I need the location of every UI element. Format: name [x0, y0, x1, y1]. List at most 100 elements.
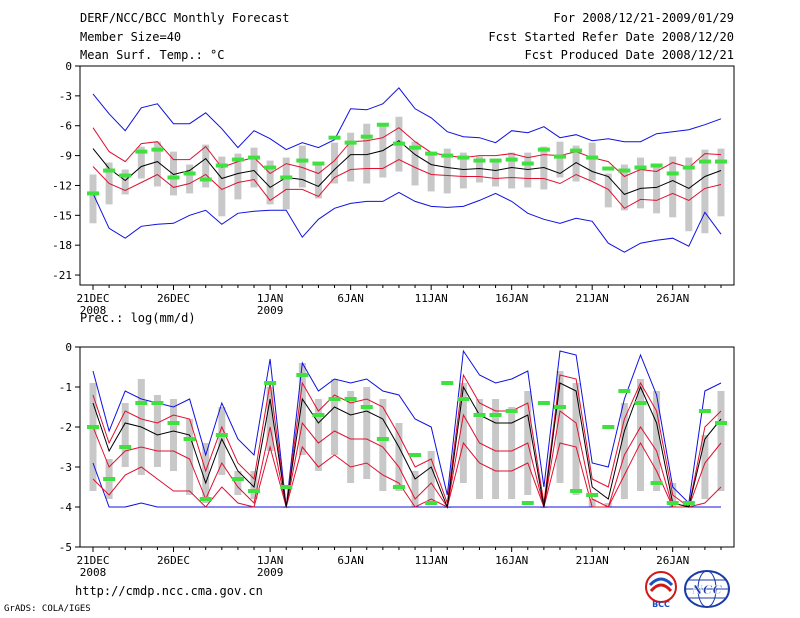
- climatology-marker: [215, 433, 228, 437]
- climatology-marker: [87, 425, 99, 429]
- spread-box: [492, 158, 500, 187]
- climatology-marker: [489, 158, 502, 163]
- spread-box: [540, 146, 548, 190]
- ncc-logo: NCC: [684, 570, 730, 608]
- spread-box: [298, 363, 306, 455]
- spread-box: [717, 148, 725, 217]
- spread-box: [121, 403, 129, 467]
- climatology-marker: [409, 453, 422, 457]
- climatology-marker: [473, 413, 486, 417]
- climatology-marker: [151, 401, 164, 405]
- variable-label: Mean Surf. Temp.: °C: [80, 48, 225, 62]
- spread-box: [347, 391, 355, 483]
- climatology-marker: [248, 489, 261, 493]
- x-tick-label: 26DEC: [157, 292, 190, 305]
- spread-box: [234, 153, 242, 200]
- x-tick-year: 2009: [257, 566, 284, 579]
- spread-box: [89, 383, 97, 491]
- spread-box: [331, 142, 339, 184]
- grads-credit: GrADS: COLA/IGES: [4, 604, 91, 614]
- climatology-marker: [360, 134, 373, 139]
- series-upper-line: [92, 373, 722, 508]
- x-tick-year: 2008: [80, 566, 107, 579]
- climatology-marker: [537, 147, 550, 152]
- climatology-marker: [586, 493, 599, 497]
- climatology-marker: [296, 373, 309, 377]
- climatology-marker: [666, 171, 679, 176]
- spread-box: [459, 383, 467, 483]
- climatology-marker: [425, 501, 438, 505]
- climatology-marker: [457, 155, 470, 160]
- climatology-marker: [650, 481, 663, 485]
- spread-box: [282, 157, 290, 210]
- x-tick-label: 1JAN: [257, 554, 284, 567]
- spread-box: [314, 399, 322, 471]
- climatology-marker: [135, 149, 148, 154]
- climatology-marker: [264, 165, 277, 170]
- x-tick-label: 26DEC: [157, 554, 190, 567]
- spread-box: [572, 383, 580, 495]
- climatology-marker: [634, 401, 647, 405]
- climatology-marker: [698, 409, 711, 413]
- spread-box: [556, 141, 564, 178]
- spread-box: [347, 132, 355, 182]
- x-tick-label: 11JAN: [415, 554, 448, 567]
- y-tick-label: -9: [59, 150, 72, 163]
- plot-frame: [79, 346, 735, 548]
- climatology-marker: [521, 501, 534, 505]
- climatology-marker: [715, 159, 727, 164]
- spread-box: [636, 157, 644, 209]
- y-tick-label: -2: [59, 421, 72, 434]
- x-tick-label: 6JAN: [337, 292, 364, 305]
- series-mean-line: [92, 382, 722, 509]
- climatology-marker: [505, 157, 518, 162]
- spread-box: [443, 148, 451, 194]
- climatology-marker: [570, 489, 583, 493]
- fcst-produced-date: Fcst Produced Date 2008/12/21: [524, 48, 734, 62]
- x-tick-label: 21JAN: [576, 554, 609, 567]
- climatology-marker: [183, 171, 196, 176]
- x-tick-label: 1JAN: [257, 292, 284, 305]
- climatology-marker: [537, 401, 550, 405]
- series-min-line: [92, 191, 722, 253]
- climatology-marker: [215, 163, 228, 168]
- climatology-marker: [698, 159, 711, 164]
- climatology-marker: [135, 401, 148, 405]
- climatology-marker: [586, 155, 599, 160]
- source-url[interactable]: http://cmdp.ncc.cma.gov.cn: [75, 584, 263, 598]
- bcc-logo: BCC: [645, 571, 677, 609]
- ncc-logo-text: NCC: [691, 583, 723, 597]
- climatology-marker: [280, 485, 293, 489]
- spread-box: [121, 169, 129, 195]
- x-tick-label: 6JAN: [337, 554, 364, 567]
- spread-box: [427, 153, 435, 192]
- spread-box: [620, 403, 628, 499]
- climatology-marker: [103, 477, 116, 481]
- x-tick-label: 26JAN: [656, 292, 689, 305]
- climatology-marker: [248, 155, 261, 160]
- x-tick-label: 21DEC: [76, 292, 109, 305]
- spread-box: [153, 141, 161, 187]
- spread-box: [89, 174, 97, 224]
- spread-box: [475, 156, 483, 183]
- climatology-marker: [618, 168, 631, 173]
- climatology-marker: [280, 175, 293, 180]
- spread-box: [669, 156, 677, 218]
- spread-box: [186, 164, 194, 194]
- climatology-marker: [553, 154, 566, 159]
- climatology-marker: [441, 153, 454, 158]
- spread-box: [411, 141, 419, 186]
- climatology-marker: [715, 421, 727, 425]
- y-tick-label: -15: [52, 209, 72, 222]
- spread-box: [170, 151, 178, 196]
- climatology-marker: [199, 497, 212, 501]
- x-tick-label: 26JAN: [656, 554, 689, 567]
- spread-box: [492, 399, 500, 499]
- chart-title: DERF/NCC/BCC Monthly Forecast: [80, 11, 290, 25]
- climatology-marker: [328, 135, 341, 140]
- climatology-marker: [167, 421, 180, 425]
- spread-box: [153, 395, 161, 467]
- climatology-marker: [650, 163, 663, 168]
- climatology-marker: [457, 397, 470, 401]
